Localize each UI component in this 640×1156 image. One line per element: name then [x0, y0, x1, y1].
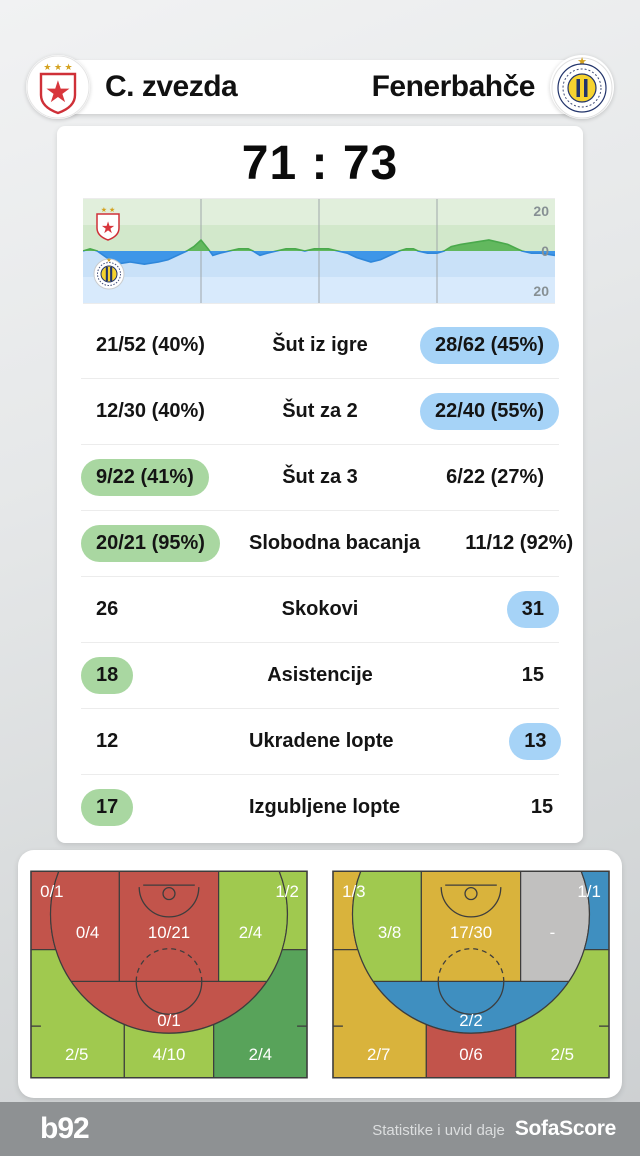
away-team-logo: ★	[550, 55, 614, 119]
zone-value: 1/1	[577, 882, 600, 901]
zone-value: 2/5	[551, 1044, 574, 1063]
away-team-name: Fenerbahče	[371, 70, 536, 103]
shot-chart-home: 0/1 0/4 10/21 2/4 1/2 0/1 2/5 4/10 2/4	[30, 869, 308, 1079]
sofascore-logo[interactable]: SofaScore	[514, 1117, 616, 1140]
zone-value: 2/7	[367, 1044, 390, 1063]
home-lead-area	[83, 240, 555, 251]
away-team-mini-logo-icon: ★	[93, 257, 125, 290]
stat-label: Asistencije	[267, 664, 373, 686]
stat-row: 18 Asistencije 15	[81, 642, 559, 708]
away-value: 6/22 (27%)	[446, 466, 544, 488]
match-header: C. zvezda Fenerbahče	[57, 60, 583, 114]
stat-label: Izgubljene lopte	[249, 796, 401, 818]
shot-charts-card: 0/1 0/4 10/21 2/4 1/2 0/1 2/5 4/10 2/4 1/3 3/8 17/…	[18, 850, 622, 1098]
home-lead-line	[83, 238, 526, 251]
zone-value: 0/6	[459, 1044, 482, 1063]
b92-logo: b92	[40, 1112, 90, 1145]
footer-credit: Statistike i uvid daje	[372, 1122, 505, 1139]
stat-row: 26 Skokovi 31	[81, 576, 559, 642]
zone-value: 10/21	[148, 922, 190, 941]
zone-value: 2/5	[65, 1044, 88, 1063]
stat-label: Ukradene lopte	[249, 730, 394, 752]
momentum-graph: 20 0 20 ★ ★ ★ ★	[83, 198, 555, 304]
svg-text:★: ★	[106, 257, 111, 264]
zone-value: 0/1	[40, 882, 63, 901]
axis-label-bottom: 20	[533, 283, 549, 299]
court-marking	[138, 886, 200, 917]
home-value: 18	[81, 657, 134, 694]
stat-row: 17 Izgubljene lopte 15	[81, 774, 559, 840]
home-team-mini-logo-icon: ★ ★ ★	[96, 206, 120, 241]
stat-label: Šut iz igre	[272, 333, 368, 356]
axis-label-zero: 0	[541, 243, 549, 259]
home-value: 20/21 (95%)	[81, 525, 220, 562]
zone-value: 2/2	[459, 1011, 482, 1030]
court-marking	[440, 886, 502, 917]
stat-row: 9/22 (41%) Šut za 3 6/22 (27%)	[81, 444, 559, 510]
zone-value: -	[550, 922, 556, 941]
away-value: 13	[509, 723, 562, 760]
away-value: 15	[530, 796, 554, 818]
stat-label: Skokovi	[281, 598, 359, 620]
court-marking	[437, 980, 505, 1015]
away-value: 28/62 (45%)	[420, 326, 559, 364]
svg-text:★ ★: ★ ★	[101, 206, 116, 214]
stat-row: 12/30 (40%) Šut za 2 22/40 (55%)	[81, 378, 559, 444]
shot-chart-away: 1/3 3/8 17/30 - 1/1 2/2 2/7 0/6 2/5	[332, 869, 610, 1079]
home-value: 12/30 (40%)	[96, 400, 205, 422]
zone-value: 17/30	[450, 922, 492, 941]
stat-label: Slobodna bacanja	[249, 532, 421, 554]
home-value: 12	[96, 730, 119, 752]
home-value: 9/22 (41%)	[81, 459, 209, 496]
zone-value: 0/1	[157, 1011, 180, 1030]
zone-value: 2/4	[249, 1044, 272, 1063]
stat-label: Šut za 2	[282, 400, 358, 422]
stats-list: 21/52 (40%) Šut iz igre 28/62 (45%) 12/30 (…	[57, 312, 583, 840]
home-value: 17	[81, 789, 134, 826]
home-team-logo: ★ ★ ★ ★	[26, 55, 90, 119]
hoop-icon	[464, 886, 478, 900]
zone-value: 1/3	[342, 882, 365, 901]
zone-value: 4/10	[153, 1044, 186, 1063]
away-lead-line	[83, 251, 555, 266]
stat-row: 12 Ukradene lopte 13	[81, 708, 562, 774]
away-value: 15	[521, 664, 544, 686]
away-value: 22/40 (55%)	[420, 393, 559, 430]
stat-row: 21/52 (40%) Šut iz igre 28/62 (45%)	[81, 312, 559, 378]
score-text: 71 : 73	[241, 137, 399, 190]
home-value: 26	[96, 598, 119, 620]
court-border	[30, 869, 308, 1079]
fenerbahce-crest-icon: ★	[551, 56, 613, 119]
axis-label-top: 20	[533, 203, 549, 219]
hoop-icon	[162, 886, 176, 900]
svg-text:★: ★	[577, 56, 587, 68]
match-stats-card: 71 : 73 20 0 20 ★ ★ ★ ★ 21/52 (40%) Šut iz igr…	[57, 126, 583, 843]
stat-row: 20/21 (95%) Slobodna bacanja 11/12 (92%)	[81, 510, 573, 576]
stat-label: Šut za 3	[282, 466, 358, 488]
away-value: 31	[506, 591, 559, 628]
zone-value: 3/8	[378, 922, 401, 941]
zone-value: 2/4	[239, 922, 262, 941]
svg-text:★: ★	[101, 220, 115, 237]
zone-value: 0/4	[76, 922, 99, 941]
crvena-zvezda-crest-icon: ★ ★ ★ ★	[26, 55, 90, 119]
zone-value: 1/2	[275, 882, 298, 901]
court-border	[332, 869, 610, 1079]
court-marking	[135, 980, 203, 1015]
home-value: 21/52 (40%)	[96, 333, 205, 356]
away-lead-area	[83, 251, 555, 265]
svg-text:★: ★	[45, 76, 72, 109]
svg-text:★ ★ ★: ★ ★ ★	[43, 62, 72, 72]
footer: b92 Statistike i uvid daje SofaScore	[0, 1102, 640, 1156]
away-value: 11/12 (92%)	[465, 532, 574, 554]
home-team-name: C. zvezda	[105, 70, 238, 103]
